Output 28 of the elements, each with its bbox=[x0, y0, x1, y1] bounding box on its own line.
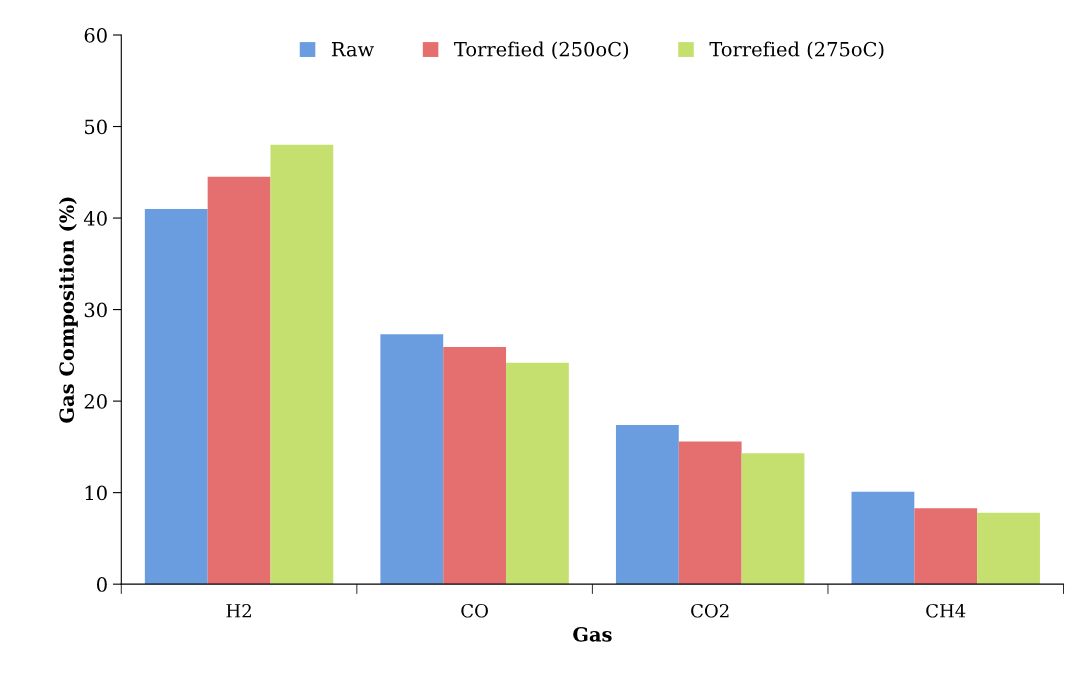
y-tick-label: 60 bbox=[84, 27, 107, 43]
bar bbox=[615, 424, 679, 585]
bar bbox=[977, 512, 1040, 585]
bar bbox=[851, 491, 915, 585]
bar bbox=[506, 362, 569, 585]
legend-label: Raw bbox=[331, 42, 374, 57]
bar bbox=[207, 176, 271, 585]
y-tick-label: 40 bbox=[83, 211, 107, 226]
y-tick-label: 0 bbox=[97, 577, 107, 592]
y-tick-label: 20 bbox=[84, 394, 107, 409]
x-tick-label: CO2 bbox=[691, 603, 729, 618]
x-tick-label: H2 bbox=[226, 603, 251, 618]
x-tick-label: CH4 bbox=[926, 603, 966, 618]
y-tick-label: 30 bbox=[84, 302, 107, 318]
bar bbox=[144, 208, 208, 585]
legend-label: Torrefied (250oC) bbox=[454, 41, 629, 60]
y-axis-title: Gas Composition (%) bbox=[58, 197, 78, 423]
bar bbox=[741, 453, 805, 585]
x-axis-title: Gas bbox=[573, 626, 612, 642]
bar bbox=[380, 334, 444, 585]
bar bbox=[270, 144, 334, 585]
bar bbox=[914, 508, 978, 585]
bar bbox=[443, 347, 507, 585]
bar bbox=[678, 441, 742, 585]
y-tick-label: 50 bbox=[85, 119, 107, 135]
legend-label: Torrefied (275oC) bbox=[709, 41, 884, 60]
x-tick-label: CO bbox=[461, 603, 488, 618]
y-tick-label: 10 bbox=[85, 485, 107, 501]
